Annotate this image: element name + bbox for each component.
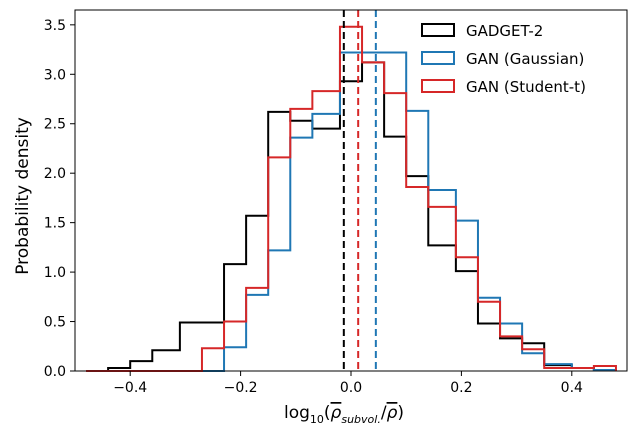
y-tick-label: 0.0	[44, 364, 66, 380]
plot-area	[86, 10, 617, 372]
x-tick-label: 0.4	[561, 380, 583, 396]
y-tick-label: 3.5	[44, 18, 66, 34]
y-axis-title: Probability density	[13, 117, 33, 275]
legend-swatch-gan-student-t	[421, 79, 455, 93]
y-tick-label: 1.0	[44, 265, 66, 281]
axes: −0.4 −0.2 0.0 0.2 0.4 0.0 0.5 1.0 1.5 2.0 2.5 3.0 3.…	[44, 9, 628, 396]
legend-label-gan-gaussian: GAN (Gaussian)	[466, 50, 584, 68]
x-tick-label: 0.2	[450, 380, 472, 396]
y-tick-label: 3.0	[44, 67, 66, 83]
histogram-gadget-2	[86, 61, 617, 372]
legend-label-gadget2: GADGET-2	[466, 22, 543, 40]
y-tick-label: 1.5	[44, 216, 66, 232]
y-tick-label: 2.0	[44, 166, 66, 182]
histogram-gan-student-t	[86, 25, 617, 372]
x-tick-label: −0.4	[113, 380, 147, 396]
legend-label-gan-student-t: GAN (Student-t)	[466, 78, 586, 96]
legend: GADGET-2 GAN (Gaussian) GAN (Student-t)	[421, 22, 586, 96]
y-tick-label: 2.5	[44, 117, 66, 133]
x-tick-label: −0.2	[224, 380, 258, 396]
legend-swatch-gadget2	[421, 23, 455, 37]
x-axis-title: log10(ρsubvol./ρ)	[284, 403, 404, 426]
legend-swatch-gan-gaussian	[421, 51, 455, 65]
x-tick-label: 0.0	[340, 380, 362, 396]
y-tick-label: 0.5	[44, 315, 66, 331]
